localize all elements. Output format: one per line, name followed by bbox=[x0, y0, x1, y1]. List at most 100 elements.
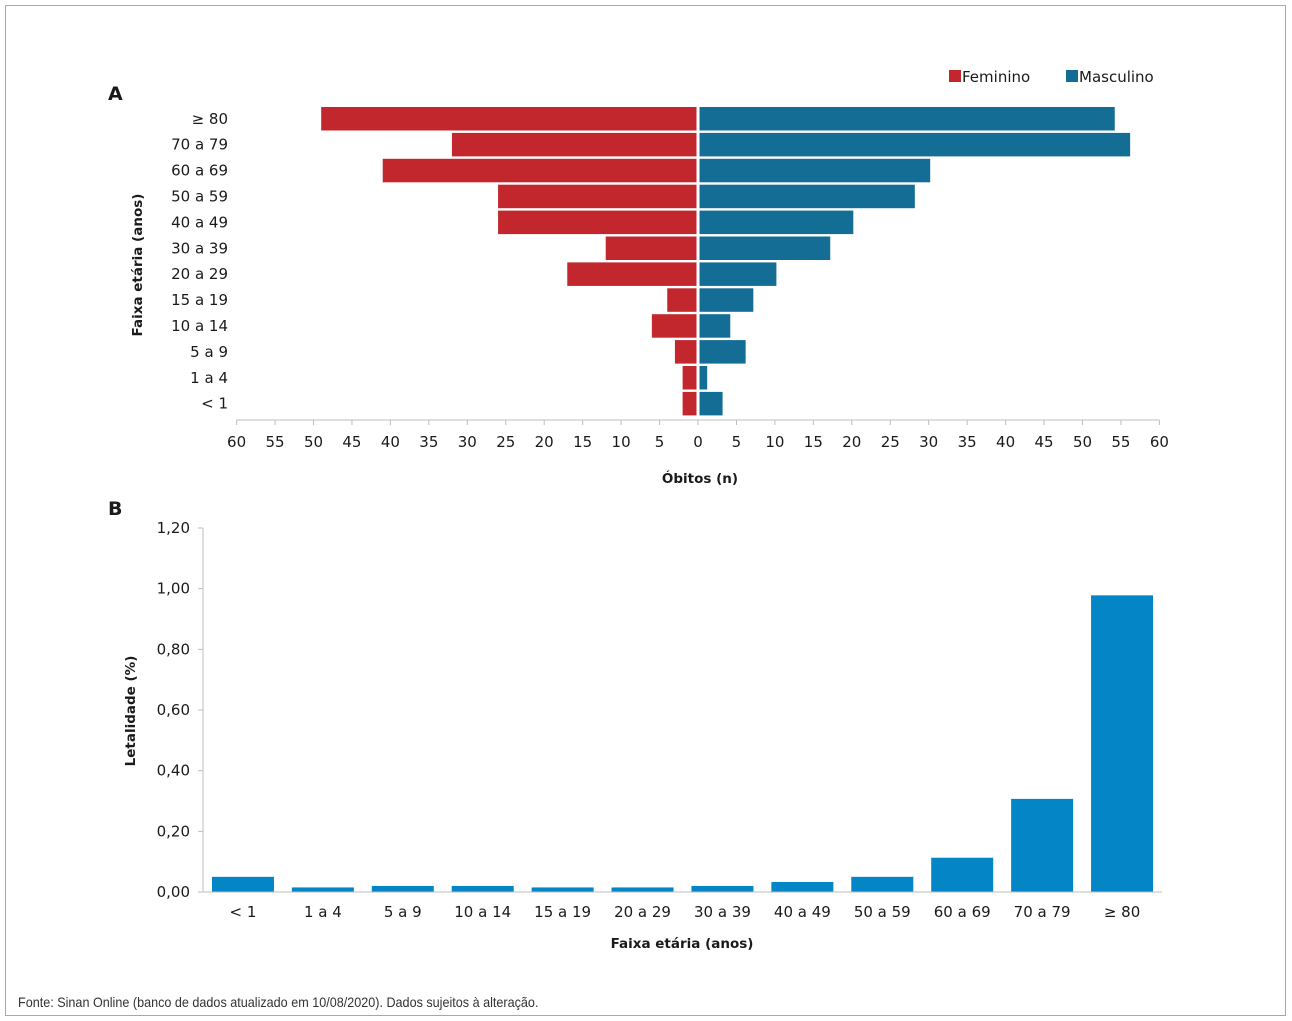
bar-masculino-1 bbox=[699, 132, 1131, 157]
pyramid-category-label: 20 a 29 bbox=[171, 265, 228, 283]
pyramid-x-tick-label: 45 bbox=[342, 433, 361, 451]
pyramid-category-label: 60 a 69 bbox=[171, 162, 228, 180]
pyramid-y-axis-title: Faixa etária (anos) bbox=[130, 194, 146, 337]
lethality-y-tick-label: 1,20 bbox=[157, 519, 190, 537]
lethality-category-label: 1 a 4 bbox=[304, 903, 342, 921]
bar-masculino-7 bbox=[699, 288, 754, 312]
pyramid-x-tick-label: 40 bbox=[996, 433, 1015, 451]
pyramid-category-label: 1 a 4 bbox=[190, 369, 228, 387]
bar-letalidade-5 bbox=[611, 887, 674, 892]
bar-masculino-5 bbox=[699, 236, 831, 260]
pyramid-x-tick-label: 25 bbox=[881, 433, 900, 451]
bar-masculino-8 bbox=[699, 314, 731, 338]
bar-masculino-3 bbox=[699, 184, 915, 209]
lethality-category-label: 70 a 79 bbox=[1014, 903, 1071, 921]
lethality-category-label: 50 a 59 bbox=[854, 903, 911, 921]
source-note: Fonte: Sinan Online (banco de dados atua… bbox=[18, 994, 539, 1010]
pyramid-x-axis-title: Óbitos (n) bbox=[662, 469, 738, 487]
bar-feminino-9 bbox=[674, 340, 697, 364]
pyramid-x-tick-label: 15 bbox=[573, 433, 592, 451]
bar-masculino-10 bbox=[699, 366, 708, 390]
pyramid-x-tick-label: 45 bbox=[1035, 433, 1054, 451]
pyramid-x-tick-label: 25 bbox=[496, 433, 515, 451]
bar-feminino-8 bbox=[651, 314, 697, 338]
pyramid-x-tick-label: 50 bbox=[304, 433, 323, 451]
pyramid-category-label: < 1 bbox=[201, 395, 228, 413]
lethality-category-label: 15 a 19 bbox=[534, 903, 591, 921]
bar-letalidade-2 bbox=[371, 885, 434, 892]
bar-feminino-0 bbox=[321, 107, 697, 131]
lethality-y-tick-label: 0,40 bbox=[157, 762, 190, 780]
bar-letalidade-0 bbox=[211, 876, 274, 892]
pyramid-x-tick-label: 50 bbox=[1073, 433, 1092, 451]
bar-letalidade-8 bbox=[851, 876, 914, 892]
panel-a-letter: A bbox=[108, 83, 123, 105]
lethality-y-axis-title: Letalidade (%) bbox=[123, 656, 139, 767]
bar-masculino-4 bbox=[699, 210, 854, 235]
pyramid-category-label: 70 a 79 bbox=[171, 136, 228, 154]
bar-letalidade-6 bbox=[691, 885, 754, 892]
pyramid-x-tick-label: 20 bbox=[842, 433, 861, 451]
pyramid-category-label: 50 a 59 bbox=[171, 187, 228, 205]
pyramid-x-tick-label: 60 bbox=[1150, 433, 1169, 451]
bar-letalidade-3 bbox=[451, 885, 514, 892]
lethality-chart: < 1 1 a 4 5 a 9 10 a 14 15 a 19 20 a 29 30 a 3… bbox=[157, 519, 1162, 921]
bar-masculino-6 bbox=[699, 262, 777, 286]
pyramid-x-tick-label: 0 bbox=[693, 433, 703, 451]
pyramid-category-label: 5 a 9 bbox=[190, 343, 228, 361]
pyramid-category-label: ≥ 80 bbox=[192, 110, 228, 128]
legend-swatch-feminino bbox=[949, 70, 961, 82]
bar-feminino-4 bbox=[498, 210, 697, 235]
bar-letalidade-11 bbox=[1091, 595, 1154, 892]
lethality-category-label: 5 a 9 bbox=[384, 903, 422, 921]
pyramid-x-tick-label: 60 bbox=[227, 433, 246, 451]
lethality-category-label: 30 a 39 bbox=[694, 903, 751, 921]
bar-masculino-0 bbox=[699, 107, 1115, 131]
panel-b-letter: B bbox=[108, 498, 122, 520]
pyramid-x-tick-label: 15 bbox=[804, 433, 823, 451]
pyramid-x-tick-label: 10 bbox=[612, 433, 631, 451]
bar-letalidade-10 bbox=[1011, 798, 1074, 892]
lethality-category-label: < 1 bbox=[230, 903, 257, 921]
pyramid-x-tick-label: 20 bbox=[535, 433, 554, 451]
pyramid-x-tick-label: 35 bbox=[958, 433, 977, 451]
pyramid-x-tick-label: 35 bbox=[419, 433, 438, 451]
bar-letalidade-1 bbox=[291, 887, 354, 892]
bar-feminino-3 bbox=[498, 184, 697, 209]
bar-feminino-2 bbox=[382, 158, 697, 183]
bar-letalidade-9 bbox=[931, 857, 994, 892]
pyramid-category-label: 10 a 14 bbox=[171, 317, 228, 335]
lethality-category-label: ≥ 80 bbox=[1104, 903, 1140, 921]
pyramid-category-label: 15 a 19 bbox=[171, 291, 228, 309]
lethality-y-tick-label: 0,20 bbox=[157, 822, 190, 840]
lethality-category-label: 40 a 49 bbox=[774, 903, 831, 921]
bar-feminino-1 bbox=[451, 132, 697, 157]
pyramid-x-tick-label: 5 bbox=[732, 433, 742, 451]
lethality-y-tick-label: 0,60 bbox=[157, 701, 190, 719]
pyramid-x-tick-label: 55 bbox=[266, 433, 285, 451]
pyramid-x-tick-label: 55 bbox=[1111, 433, 1130, 451]
lethality-x-axis-title: Faixa etária (anos) bbox=[611, 936, 754, 952]
bar-feminino-7 bbox=[667, 288, 697, 312]
lethality-y-tick-label: 0,80 bbox=[157, 640, 190, 658]
bar-feminino-11 bbox=[682, 391, 697, 416]
bar-feminino-6 bbox=[567, 262, 697, 286]
bar-feminino-10 bbox=[682, 366, 697, 390]
bar-masculino-9 bbox=[699, 340, 746, 364]
pyramid-x-tick-label: 30 bbox=[458, 433, 477, 451]
bar-masculino-11 bbox=[699, 391, 723, 416]
pyramid-x-tick-label: 10 bbox=[765, 433, 784, 451]
bar-letalidade-7 bbox=[771, 881, 834, 892]
lethality-category-label: 20 a 29 bbox=[614, 903, 671, 921]
pyramid-x-tick-label: 40 bbox=[381, 433, 400, 451]
lethality-y-tick-label: 0,00 bbox=[157, 883, 190, 901]
legend-label-masculino: Masculino bbox=[1079, 68, 1154, 86]
pyramid-x-tick-label: 5 bbox=[655, 433, 665, 451]
lethality-y-tick-label: 1,00 bbox=[157, 580, 190, 598]
lethality-category-label: 10 a 14 bbox=[454, 903, 511, 921]
pyramid-x-tick-label: 30 bbox=[919, 433, 938, 451]
legend-label-feminino: Feminino bbox=[962, 68, 1030, 86]
pyramid-category-label: 30 a 39 bbox=[171, 239, 228, 257]
pyramid-category-label: 40 a 49 bbox=[171, 213, 228, 231]
